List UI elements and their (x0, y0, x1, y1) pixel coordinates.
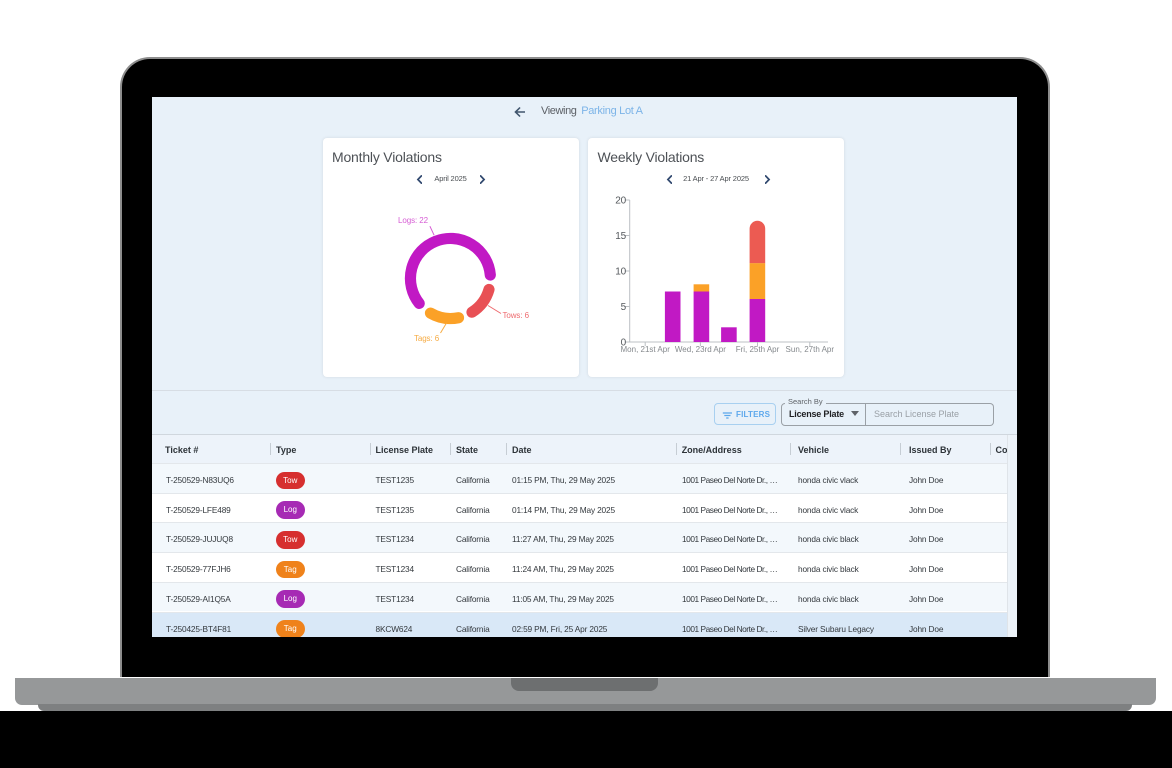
svg-text:Logs: 22: Logs: 22 (398, 216, 429, 225)
svg-text:Mon, 21st Apr: Mon, 21st Apr (621, 345, 671, 354)
svg-text:Fri, 25th Apr: Fri, 25th Apr (736, 345, 780, 354)
svg-text:Tows: 6: Tows: 6 (502, 311, 529, 320)
svg-text:20: 20 (615, 195, 626, 206)
svg-text:Sun, 27th Apr: Sun, 27th Apr (786, 345, 835, 354)
svg-text:0: 0 (621, 337, 627, 348)
svg-text:Tags: 6: Tags: 6 (413, 334, 439, 343)
svg-text:5: 5 (621, 302, 627, 313)
svg-text:10: 10 (615, 266, 626, 277)
svg-text:15: 15 (615, 231, 626, 242)
svg-text:Wed, 23rd Apr: Wed, 23rd Apr (675, 345, 726, 354)
